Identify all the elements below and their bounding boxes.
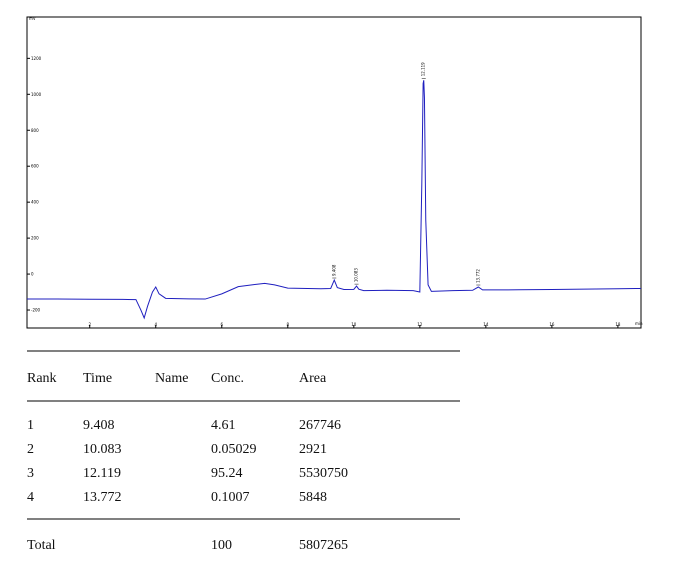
total-conc: 100 xyxy=(211,538,232,553)
peak-label: 9.408 xyxy=(331,264,336,276)
x-tick-label: 16 xyxy=(549,322,555,327)
y-tick-label: -200 xyxy=(31,308,41,313)
table-header: Area xyxy=(299,371,327,386)
peak-label: 10.083 xyxy=(354,268,359,282)
table-header: Time xyxy=(83,371,112,386)
table-cell: 12.119 xyxy=(83,466,121,481)
table-cell: 10.083 xyxy=(83,442,122,457)
total-area: 5807265 xyxy=(299,538,348,553)
trace xyxy=(27,80,642,320)
table-cell: 0.1007 xyxy=(211,490,250,505)
table-header: Name xyxy=(155,371,188,386)
y-tick-label: 0 xyxy=(31,272,34,277)
table-cell: 13.772 xyxy=(83,490,122,505)
table-cell: 5530750 xyxy=(299,466,348,481)
y-tick-label: 400 xyxy=(31,200,39,205)
table-cell: 3 xyxy=(27,466,34,481)
total-label: Total xyxy=(27,538,56,553)
table-cell: 9.408 xyxy=(83,418,115,433)
table-cell: 4 xyxy=(27,490,34,505)
peak-label: 13.772 xyxy=(475,269,480,283)
x-axis-label: min xyxy=(635,321,643,326)
table-cell: 2 xyxy=(27,442,34,457)
y-tick-label: 600 xyxy=(31,164,39,169)
y-tick-label: 200 xyxy=(31,236,39,241)
y-axis-label: mV xyxy=(29,16,36,21)
table-cell: 4.61 xyxy=(211,418,236,433)
table-header: Conc. xyxy=(211,371,244,386)
x-tick-label: 10 xyxy=(351,322,357,327)
table-cell: 95.24 xyxy=(211,466,243,481)
table-header: Rank xyxy=(27,371,57,386)
table-cell: 0.05029 xyxy=(211,442,257,457)
x-tick-label: 12 xyxy=(417,322,423,327)
x-tick-label: 4 xyxy=(154,322,157,327)
y-tick-label: 1000 xyxy=(31,92,42,97)
y-tick-label: 1200 xyxy=(31,56,42,61)
x-tick-label: 6 xyxy=(220,322,223,327)
table-cell: 2921 xyxy=(299,442,327,457)
table-cell: 267746 xyxy=(299,418,341,433)
x-tick-label: 2 xyxy=(88,322,91,327)
x-tick-label: 14 xyxy=(483,322,489,327)
peak-label: 12.119 xyxy=(421,62,426,76)
x-tick-label: 18 xyxy=(615,322,621,327)
table-cell: 5848 xyxy=(299,490,327,505)
y-tick-label: 800 xyxy=(31,128,39,133)
x-tick-label: 8 xyxy=(287,322,290,327)
table-cell: 1 xyxy=(27,418,34,433)
plot-frame xyxy=(26,16,642,329)
